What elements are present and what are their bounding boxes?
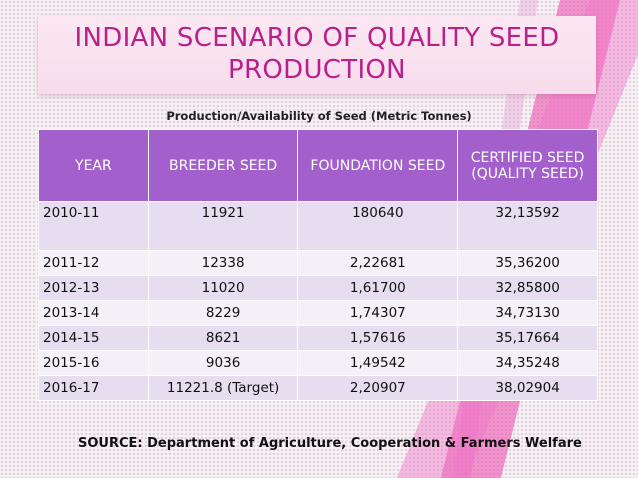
table-row: 2016-17 11221.8 (Target) 2,20907 38,0290… [38,375,598,401]
cell-breeder: 12338 [147,250,299,276]
cell-year: 2015-16 [38,350,149,376]
cell-certified: 32,13592 [457,201,598,251]
cell-year: 2010-11 [38,201,149,251]
table-row: 2014-15 8621 1,57616 35,17664 [38,325,598,351]
cell-foundation: 180640 [297,201,459,251]
cell-year: 2016-17 [38,375,149,401]
table-row: 2010-11 11921 180640 32,13592 [38,201,598,251]
table-row: 2012-13 11020 1,61700 32,85800 [38,275,598,301]
cell-certified: 35,36200 [457,250,598,276]
header-foundation-seed: FOUNDATION SEED [297,129,459,202]
cell-foundation: 1,61700 [297,275,459,301]
cell-year: 2014-15 [38,325,149,351]
cell-foundation: 1,49542 [297,350,459,376]
table-row: 2015-16 9036 1,49542 34,35248 [38,350,598,376]
table-subtitle: Production/Availability of Seed (Metric … [166,109,472,123]
table-row: 2013-14 8229 1,74307 34,73130 [38,300,598,326]
table-row: 2011-12 12338 2,22681 35,36200 [38,250,598,276]
cell-foundation: 1,74307 [297,300,459,326]
header-certified-seed: CERTIFIED SEED (QUALITY SEED) [457,129,598,202]
cell-breeder: 11221.8 (Target) [147,375,299,401]
cell-certified: 38,02904 [457,375,598,401]
source-note: SOURCE: Department of Agriculture, Coope… [78,436,582,451]
cell-breeder: 8621 [147,325,299,351]
cell-certified: 34,73130 [457,300,598,326]
cell-certified: 32,85800 [457,275,598,301]
header-breeder-seed: BREEDER SEED [147,129,299,202]
table-header-row: YEAR BREEDER SEED FOUNDATION SEED CERTIF… [38,129,598,202]
slide-title: INDIAN SCENARIO OF QUALITY SEED PRODUCTI… [74,23,560,85]
cell-year: 2012-13 [38,275,149,301]
cell-year: 2011-12 [38,250,149,276]
title-banner [38,16,596,94]
cell-foundation: 2,22681 [297,250,459,276]
cell-year: 2013-14 [38,300,149,326]
seed-production-table: YEAR BREEDER SEED FOUNDATION SEED CERTIF… [38,129,598,401]
cell-certified: 34,35248 [457,350,598,376]
cell-breeder: 8229 [147,300,299,326]
header-year: YEAR [38,129,149,202]
cell-breeder: 11020 [147,275,299,301]
cell-breeder: 11921 [147,201,299,251]
cell-foundation: 1,57616 [297,325,459,351]
cell-foundation: 2,20907 [297,375,459,401]
cell-certified: 35,17664 [457,325,598,351]
cell-breeder: 9036 [147,350,299,376]
